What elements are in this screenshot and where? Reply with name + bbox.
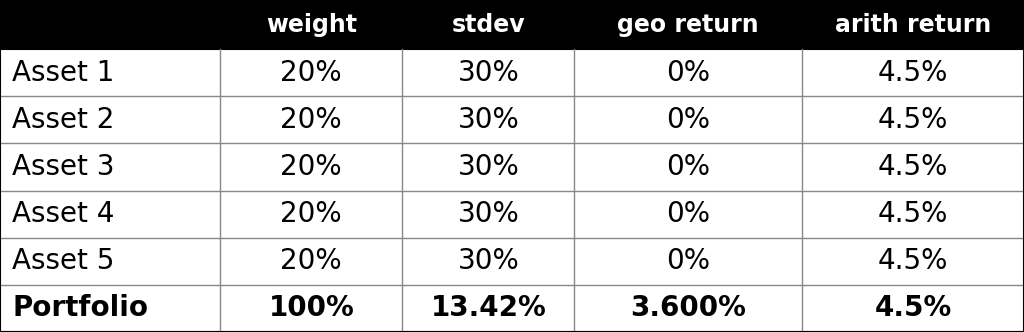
Text: 20%: 20% (281, 200, 342, 228)
Text: 30%: 30% (458, 200, 519, 228)
Text: 4.5%: 4.5% (878, 247, 948, 275)
Bar (0, 143, 1024, 191)
Text: Portfolio: Portfolio (12, 294, 148, 322)
Bar (0, 191, 1024, 238)
Text: 4.5%: 4.5% (878, 153, 948, 181)
Text: 20%: 20% (281, 153, 342, 181)
Text: 30%: 30% (458, 153, 519, 181)
Bar (0, 238, 1024, 285)
Text: 4.5%: 4.5% (878, 106, 948, 134)
Text: 0%: 0% (667, 247, 710, 275)
Bar (0, 285, 1024, 332)
Text: 0%: 0% (667, 153, 710, 181)
Text: geo return: geo return (617, 13, 759, 37)
Text: 4.5%: 4.5% (878, 59, 948, 87)
Text: 30%: 30% (458, 247, 519, 275)
Text: 30%: 30% (458, 59, 519, 87)
Text: Asset 1: Asset 1 (12, 59, 115, 87)
Text: 0%: 0% (667, 106, 710, 134)
Text: Asset 2: Asset 2 (12, 106, 115, 134)
Text: Asset 5: Asset 5 (12, 247, 115, 275)
Text: 30%: 30% (458, 106, 519, 134)
Text: stdev: stdev (452, 13, 525, 37)
Text: 13.42%: 13.42% (430, 294, 547, 322)
Text: 20%: 20% (281, 106, 342, 134)
Text: 0%: 0% (667, 200, 710, 228)
Text: 20%: 20% (281, 59, 342, 87)
Bar (0, 96, 1024, 143)
Bar (0, 0, 1024, 49)
Text: 20%: 20% (281, 247, 342, 275)
Text: Asset 4: Asset 4 (12, 200, 115, 228)
Text: 100%: 100% (268, 294, 354, 322)
Text: 0%: 0% (667, 59, 710, 87)
Text: Asset 3: Asset 3 (12, 153, 115, 181)
Text: 4.5%: 4.5% (874, 294, 951, 322)
Text: 4.5%: 4.5% (878, 200, 948, 228)
Text: arith return: arith return (835, 13, 991, 37)
Text: weight: weight (266, 13, 356, 37)
Text: 3.600%: 3.600% (630, 294, 746, 322)
Bar (0, 49, 1024, 96)
